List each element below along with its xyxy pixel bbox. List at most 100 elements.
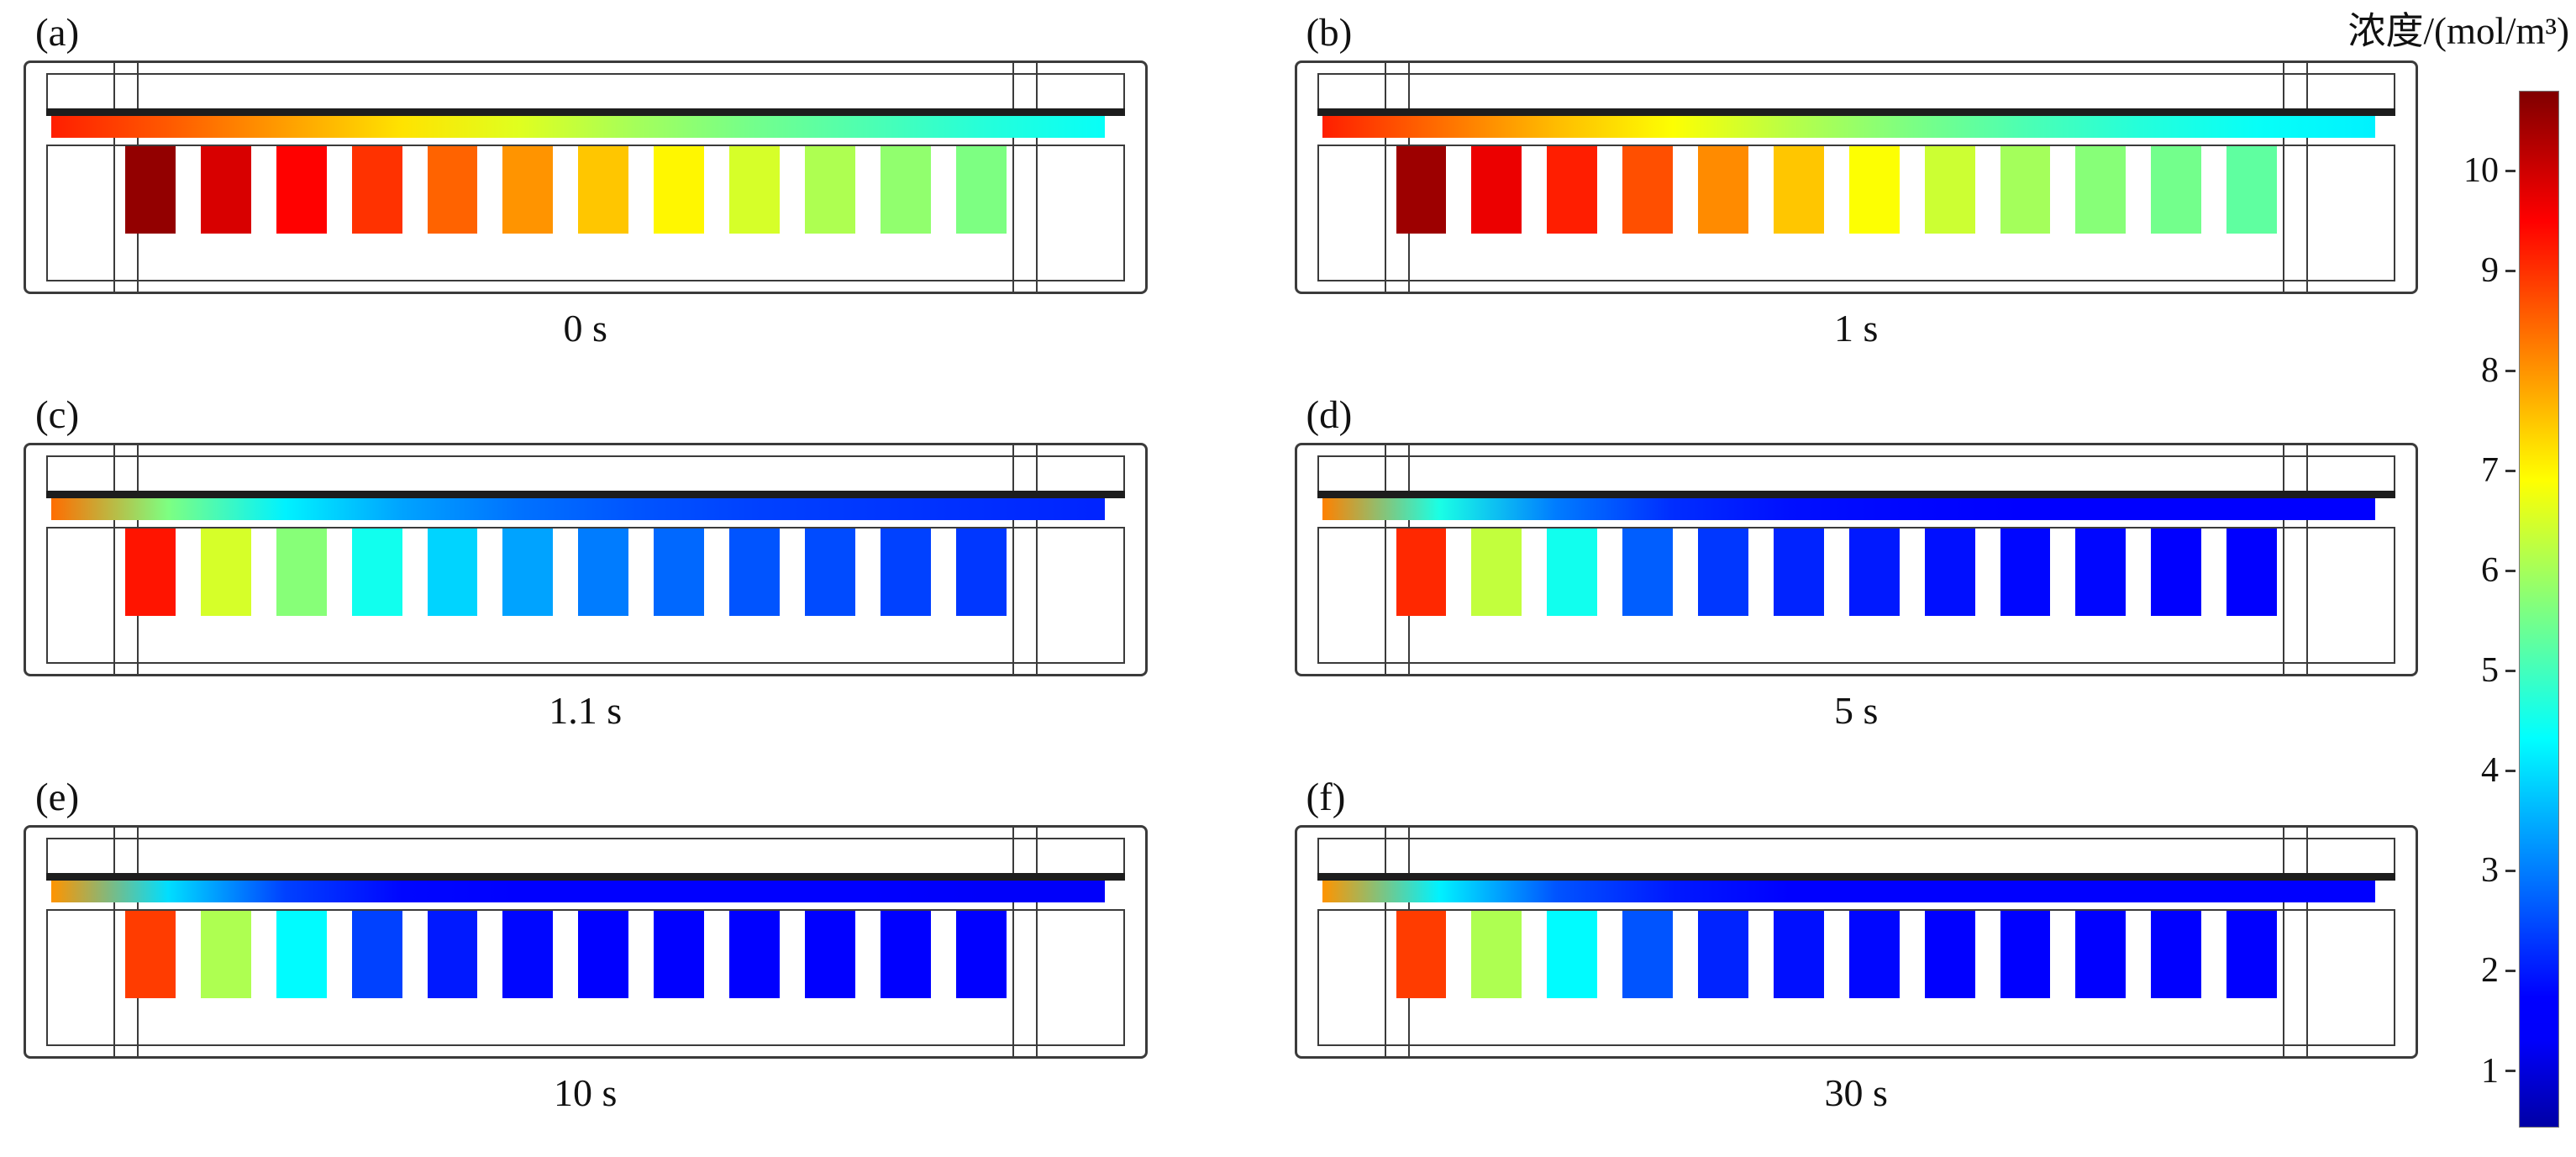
colorbar-tick-mark xyxy=(2505,169,2516,172)
right-outlet-line-outer xyxy=(1012,63,1014,292)
channel-concentration-strip xyxy=(1322,498,2375,520)
reaction-chamber-blocks xyxy=(125,529,1007,616)
concentration-block xyxy=(1848,529,1900,616)
right-outlet-line-inner xyxy=(1035,63,1038,292)
concentration-block xyxy=(1547,146,1598,234)
colorbar-tick: 1 xyxy=(2481,1051,2516,1091)
colorbar-tick: 5 xyxy=(2481,650,2516,691)
concentration-block xyxy=(2075,911,2127,998)
panel: (a) 0 s xyxy=(24,5,1148,387)
concentration-block xyxy=(1924,911,1975,998)
channel-top-wall xyxy=(1317,873,2395,881)
right-outlet-line-outer xyxy=(1012,828,1014,1056)
left-inlet-line-outer xyxy=(113,828,115,1056)
concentration-block xyxy=(2000,529,2051,616)
colorbar-tick-number: 2 xyxy=(2481,951,2499,991)
concentration-block xyxy=(1698,529,1748,616)
concentration-block xyxy=(351,911,402,998)
bottom-chamber-outline xyxy=(46,145,1125,281)
bottom-chamber-outline xyxy=(1317,145,2395,281)
concentration-block xyxy=(1471,146,1522,234)
concentration-block xyxy=(2075,529,2127,616)
bottom-chamber-outline xyxy=(1317,909,2395,1046)
time-caption: 30 s xyxy=(1824,1071,1888,1114)
right-outlet-line-outer xyxy=(2283,63,2284,292)
concentration-block xyxy=(2226,911,2277,998)
reaction-chamber-blocks xyxy=(1396,529,2277,616)
colorbar-tick: 8 xyxy=(2481,350,2516,391)
concentration-block xyxy=(880,529,931,616)
concentration-block xyxy=(1396,529,1447,616)
concentration-block xyxy=(955,146,1007,234)
panel: (c) 1.1 s xyxy=(24,387,1148,770)
concentration-block xyxy=(276,911,327,998)
concentration-block xyxy=(351,529,402,616)
concentration-block xyxy=(1848,146,1900,234)
concentration-block xyxy=(1547,911,1598,998)
top-plate-outline xyxy=(1317,73,2395,112)
concentration-block xyxy=(276,529,327,616)
bottom-chamber-outline xyxy=(46,527,1125,664)
right-outlet-line-inner xyxy=(2306,445,2308,674)
concentration-block xyxy=(2226,146,2277,234)
colorbar-tick-number: 5 xyxy=(2481,651,2499,691)
colorbar-tick-number: 4 xyxy=(2481,751,2499,791)
colorbar-tick-number: 8 xyxy=(2481,351,2499,391)
panel-label: (e) xyxy=(35,776,80,819)
concentration-block xyxy=(804,529,855,616)
concentration-block xyxy=(729,146,780,234)
colorbar-tick-number: 9 xyxy=(2481,251,2499,291)
concentration-block xyxy=(654,146,704,234)
concentration-block xyxy=(1471,529,1522,616)
right-outlet-line-inner xyxy=(2306,63,2308,292)
colorbar-tick: 7 xyxy=(2481,450,2516,491)
channel-top-wall xyxy=(1317,491,2395,498)
colorbar-tick-mark xyxy=(2505,369,2516,372)
reaction-chamber-blocks xyxy=(1396,911,2277,998)
panel: (e) 10 s xyxy=(24,770,1148,1152)
concentration-block xyxy=(125,529,176,616)
panel-label: (f) xyxy=(1306,776,1346,819)
concentration-block xyxy=(276,146,327,234)
right-outlet-line-outer xyxy=(2283,445,2284,674)
channel-concentration-strip xyxy=(51,498,1105,520)
channel-concentration-strip xyxy=(1322,116,2375,138)
time-caption: 1.1 s xyxy=(549,689,623,732)
device-cross-section xyxy=(24,825,1148,1059)
concentration-block xyxy=(880,911,931,998)
panel-label: (b) xyxy=(1306,11,1353,55)
channel-concentration-strip xyxy=(51,116,1105,138)
concentration-block xyxy=(1924,146,1975,234)
concentration-block xyxy=(1396,911,1447,998)
channel-top-wall xyxy=(1317,108,2395,116)
channel-top-wall xyxy=(46,108,1125,116)
concentration-block xyxy=(2151,146,2202,234)
concentration-block xyxy=(1698,911,1748,998)
concentration-block xyxy=(2000,146,2051,234)
colorbar-tick-mark xyxy=(2505,469,2516,472)
colorbar-gradient-bar xyxy=(2519,91,2559,1128)
colorbar-ticks: 1 2 3 4 5 6 7 8 9 10 xyxy=(2406,91,2516,1126)
left-inlet-line-outer xyxy=(113,445,115,674)
concentration-block xyxy=(578,529,629,616)
concentration-block xyxy=(1547,529,1598,616)
top-plate-outline xyxy=(46,73,1125,112)
colorbar-tick-mark xyxy=(2505,669,2516,672)
bottom-chamber-outline xyxy=(1317,527,2395,664)
left-inlet-line-outer xyxy=(113,63,115,292)
time-caption: 1 s xyxy=(1834,307,1879,350)
device-cross-section xyxy=(24,443,1148,676)
colorbar-tick-mark xyxy=(2505,769,2516,772)
concentration-block xyxy=(125,146,176,234)
concentration-block xyxy=(804,146,855,234)
concentration-block xyxy=(200,911,251,998)
left-inlet-line-outer xyxy=(1384,63,1386,292)
device-cross-section xyxy=(1294,825,2418,1059)
concentration-block xyxy=(351,146,402,234)
reaction-chamber-blocks xyxy=(125,146,1007,234)
colorbar-tick-number: 3 xyxy=(2481,851,2499,891)
colorbar-tick-number: 7 xyxy=(2481,451,2499,491)
right-outlet-line-outer xyxy=(2283,828,2284,1056)
concentration-block xyxy=(1622,146,1673,234)
